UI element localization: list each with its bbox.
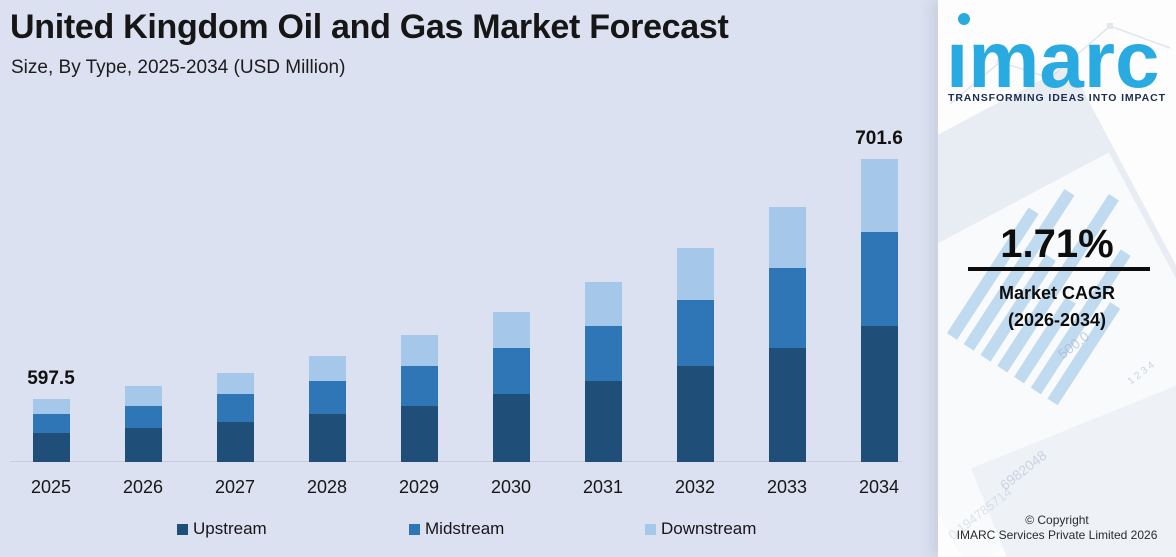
bar-segment-downstream [768, 207, 806, 268]
watermark-number: 500.0 [1054, 327, 1093, 363]
copyright-line: © Copyright [1025, 513, 1089, 527]
x-axis-label: 2034 [858, 477, 900, 497]
watermark-number: 1 2 3 4 [1125, 359, 1157, 388]
x-axis-label: 2025 [30, 477, 72, 497]
bar-segment-midstream [676, 300, 714, 366]
legend-swatch [645, 523, 656, 535]
legend-label: Downstream [661, 519, 757, 538]
x-axis-label: 2026 [122, 477, 164, 497]
logo-wordmark: ımarc [946, 15, 1160, 104]
stacked-bar-chart: 2025 2026 2027 2028 2029 2030 2031 2032 2033 2034… [10, 128, 903, 497]
bar-segment-midstream [492, 348, 530, 394]
brand-panel: 500.0 1 2 3 4 6982048 0.194785714 ımarc TRA… [938, 0, 1176, 557]
bar-segment-downstream [584, 282, 622, 326]
bar-segment-upstream [32, 433, 70, 462]
bar-segment-downstream [216, 373, 254, 394]
page-subtitle: Size, By Type, 2025-2034 (USD Million) [11, 57, 346, 78]
bar-segment-downstream [308, 356, 346, 381]
legend-swatch [409, 523, 420, 535]
bar-segment-upstream [584, 381, 622, 462]
legend-label: Upstream [193, 519, 267, 538]
logo-dot-icon [958, 13, 970, 25]
bar-segment-midstream [216, 394, 254, 422]
bar-segment-upstream [400, 406, 438, 462]
cagr-period: (2026-2034) [1007, 310, 1107, 330]
bar-segment-downstream [32, 399, 70, 414]
page-fold-decoration [938, 152, 1176, 557]
x-axis-label: 2032 [674, 477, 716, 497]
x-axis-label: 2028 [306, 477, 348, 497]
bar-segment-downstream [400, 335, 438, 366]
bar-segment-midstream [308, 381, 346, 414]
legend: Upstream Midstream Downstream [0, 519, 938, 539]
bar-segment-midstream [32, 414, 70, 433]
bar-segment-upstream [676, 366, 714, 462]
bar-segment-upstream [492, 394, 530, 462]
bar-segment-downstream [124, 386, 162, 406]
x-axis-label: 2027 [214, 477, 256, 497]
x-axis-label: 2029 [398, 477, 440, 497]
bar-segment-midstream [768, 268, 806, 348]
imarc-logo: ımarc TRANSFORMING IDEAS INTO IMPACT [938, 0, 1176, 115]
bar-segment-midstream [124, 406, 162, 428]
page-title: United Kingdom Oil and Gas Market Foreca… [10, 8, 729, 46]
bar-segment-upstream [768, 348, 806, 462]
legend-item-downstream: Downstream [645, 519, 756, 539]
bar-segment-upstream [860, 326, 898, 462]
chart-area: United Kingdom Oil and Gas Market Foreca… [0, 8, 938, 539]
bar-segment-midstream [584, 326, 622, 381]
legend-label: Midstream [425, 519, 505, 538]
data-label: 701.6 [855, 128, 903, 149]
bar-segment-upstream [216, 422, 254, 462]
legend-item-midstream: Midstream [409, 519, 504, 539]
copyright-line: IMARC Services Private Limited 2026 [956, 528, 1158, 542]
legend-swatch [177, 523, 188, 535]
data-label: 597.5 [27, 368, 75, 389]
x-axis-label: 2031 [582, 477, 624, 497]
x-axis-label: 2033 [766, 477, 808, 497]
bar-segment-downstream [676, 248, 714, 300]
copyright-notice: © Copyright IMARC Services Private Limit… [938, 513, 1176, 543]
legend-item-upstream: Upstream [177, 519, 267, 539]
bar-segment-downstream [492, 312, 530, 348]
bar-segment-midstream [860, 232, 898, 326]
x-axis-label: 2030 [490, 477, 532, 497]
cagr-value: 1.71% [1000, 222, 1114, 266]
bar-segment-upstream [308, 414, 346, 462]
bar-segment-downstream [860, 159, 898, 232]
logo-tagline: TRANSFORMING IDEAS INTO IMPACT [948, 92, 1166, 104]
x-axis-line [10, 461, 902, 462]
cagr-label: Market CAGR [998, 283, 1116, 303]
bar-segment-midstream [400, 366, 438, 406]
cagr-divider [968, 267, 1150, 271]
bar-segment-upstream [124, 428, 162, 462]
